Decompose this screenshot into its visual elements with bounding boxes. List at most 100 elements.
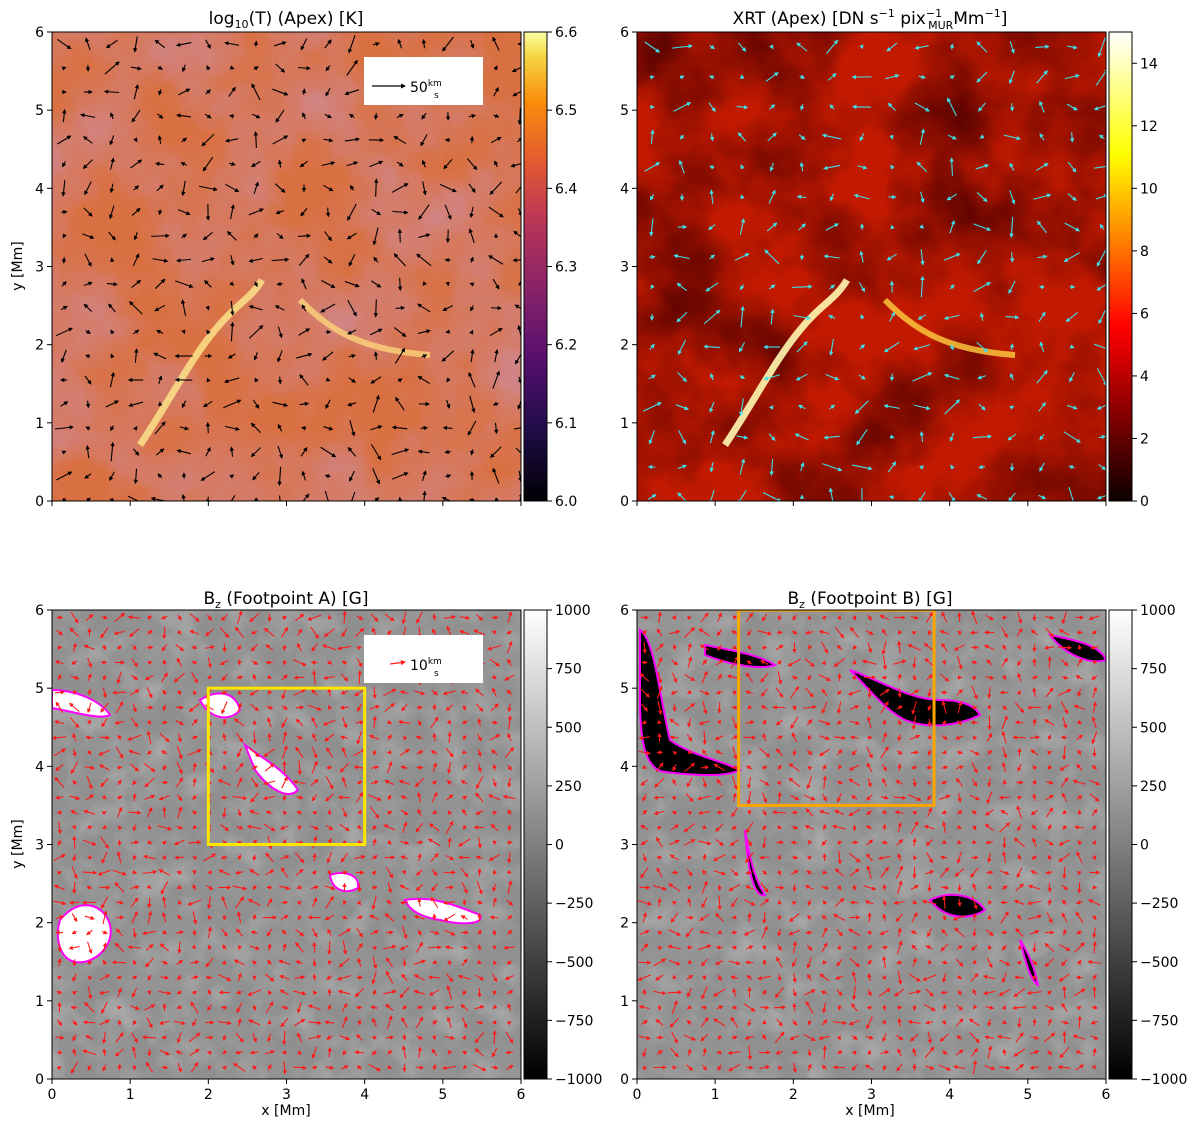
velocity-arrow <box>254 377 259 383</box>
velocity-arrow <box>976 71 988 83</box>
velocity-arrow <box>325 207 331 218</box>
velocity-arrow <box>1014 720 1024 725</box>
velocity-arrow <box>117 1063 122 1071</box>
velocity-arrow <box>775 840 785 845</box>
velocity-arrow <box>676 311 688 323</box>
velocity-arrow <box>110 425 115 432</box>
velocity-arrow <box>401 869 407 875</box>
panel-temperature: log10(T) (Apex) [K] 50km s 0 1 2 3 4 5 6 y [Mm… <box>10 9 577 510</box>
velocity-arrow <box>920 249 925 266</box>
velocity-arrow <box>276 281 283 287</box>
velocity-arrow <box>821 133 842 140</box>
velocity-arrow <box>84 473 92 479</box>
velocity-arrow <box>274 305 285 311</box>
velocity-arrow <box>919 465 925 470</box>
velocity-arrow <box>61 161 67 168</box>
velocity-arrow <box>677 372 688 383</box>
velocity-arrow <box>277 466 282 487</box>
velocity-arrow <box>176 113 192 118</box>
velocity-arrow <box>206 65 211 71</box>
velocity-arrow <box>889 280 895 293</box>
velocity-arrow <box>444 137 451 143</box>
velocity-arrow <box>946 193 957 201</box>
velocity-arrow <box>299 401 310 407</box>
velocity-arrow <box>150 496 168 501</box>
velocity-arrow <box>642 988 647 996</box>
colorbar <box>523 31 548 502</box>
velocity-arrow <box>84 181 92 196</box>
velocity-arrow <box>61 497 67 501</box>
velocity-arrow <box>734 253 750 261</box>
velocity-arrow <box>347 299 357 317</box>
velocity-arrow <box>889 434 895 439</box>
velocity-arrow <box>128 401 144 408</box>
velocity-arrow <box>370 376 382 384</box>
velocity-arrow <box>297 233 312 238</box>
velocity-arrow <box>859 250 864 263</box>
velocity-arrow <box>373 497 380 501</box>
velocity-arrow <box>1026 705 1042 710</box>
velocity-arrow <box>181 400 187 409</box>
y-tick-label: 6 <box>620 25 629 41</box>
velocity-arrow <box>420 134 428 147</box>
velocity-arrow <box>769 458 774 476</box>
velocity-arrow <box>798 223 807 231</box>
velocity-arrow <box>740 305 745 328</box>
velocity-arrow <box>325 377 331 382</box>
velocity-arrow <box>347 446 357 457</box>
velocity-arrow <box>491 630 497 635</box>
velocity-arrow <box>175 42 192 47</box>
velocity-arrow <box>249 1050 259 1055</box>
colorbar-tick-label: 750 <box>555 662 582 678</box>
x-tick-label: 1 <box>711 1087 720 1103</box>
velocity-arrow <box>489 181 503 195</box>
velocity-arrow <box>857 165 868 170</box>
velocity-arrow <box>739 218 746 236</box>
colorbar-tick-label: 8 <box>1140 244 1149 260</box>
velocity-arrows <box>54 35 521 501</box>
velocity-arrow <box>709 44 716 50</box>
y-tick-label: 4 <box>35 181 44 197</box>
x-tick-label: 5 <box>438 1087 447 1103</box>
velocity-arrow <box>678 430 686 445</box>
velocity-arrow <box>349 113 355 119</box>
velocity-arrow <box>205 496 211 501</box>
bz-map-a: 10km s <box>52 610 521 1079</box>
velocity-arrow <box>157 473 163 479</box>
velocity-arrow <box>371 208 382 216</box>
colorbar-tick-label: 14 <box>1140 56 1158 72</box>
velocity-arrow <box>765 72 779 82</box>
colorbar-tick-label: −750 <box>555 1013 593 1029</box>
velocity-arrow <box>162 806 167 818</box>
velocity-arrow <box>827 73 837 81</box>
velocity-arrow <box>229 114 235 119</box>
velocity-arrow <box>181 233 187 239</box>
velocity-arrow <box>709 401 715 413</box>
velocity-arrow <box>324 39 332 49</box>
colorbar-tick-label: −500 <box>1140 955 1178 971</box>
colorbar-ticks: −1000 −750 −500 −250 0 250 500 750 1000 <box>547 603 602 1088</box>
colorbar-tick-label: 6.1 <box>555 416 577 432</box>
x-tick-label: 4 <box>945 1087 954 1103</box>
velocity-arrow <box>252 471 260 481</box>
velocity-arrow <box>56 471 73 481</box>
velocity-arrow <box>493 86 499 97</box>
xrt-map <box>637 32 1106 501</box>
velocity-arrow <box>515 447 521 457</box>
velocity-arrow <box>299 160 308 168</box>
velocity-arrow <box>347 329 357 335</box>
panel-bz-footpoint-b: Bz (Footpoint B) [G] 0 1 2 3 4 5 6 0 1 2 3 4 5 6 x [… <box>620 589 1187 1119</box>
velocity-arrow <box>764 249 780 265</box>
velocity-arrow <box>154 304 166 312</box>
velocity-arrow <box>155 448 165 456</box>
velocity-arrow <box>800 254 805 261</box>
velocity-arrow <box>132 329 140 335</box>
velocity-arrow <box>760 1005 770 1010</box>
velocity-arrow <box>349 470 355 482</box>
velocity-arrow <box>415 1065 425 1070</box>
velocity-arrow <box>492 401 499 406</box>
velocity-arrow <box>470 305 475 312</box>
velocity-arrow <box>919 224 925 229</box>
velocity-arrow <box>253 131 258 149</box>
velocity-arrow <box>853 193 870 200</box>
